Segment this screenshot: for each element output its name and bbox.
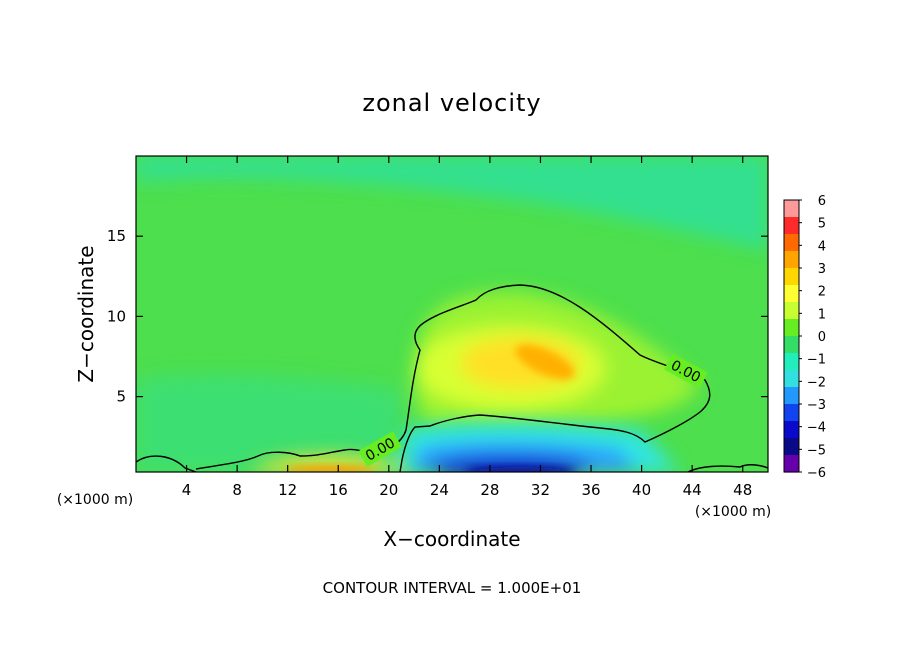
x-axis-label: X−coordinate xyxy=(383,527,520,551)
near-surface-positive-core xyxy=(285,466,375,472)
colorbar-swatch xyxy=(784,234,799,252)
colorbar-swatch xyxy=(784,370,799,388)
y-tick-label: 10 xyxy=(107,307,126,325)
colorbar-swatch xyxy=(784,336,799,354)
x-tick-label: 24 xyxy=(430,481,449,499)
zero-contour-main xyxy=(136,284,711,472)
colorbar-label: 4 xyxy=(818,239,826,254)
positive-core xyxy=(515,344,575,380)
colorbar-label: 1 xyxy=(818,307,826,322)
colorbar-swatch xyxy=(784,353,799,371)
colorbar-label: 0 xyxy=(818,330,826,345)
x-tick-label: 12 xyxy=(278,481,297,499)
colorbar-swatch xyxy=(784,438,799,456)
colorbar-swatch xyxy=(784,251,799,269)
negative-jet-bottom xyxy=(465,467,575,472)
colorbar-label: −6 xyxy=(807,466,826,481)
x-tick-label: 32 xyxy=(531,481,550,499)
chart-title: zonal velocity xyxy=(362,89,541,117)
x-tick-label: 8 xyxy=(232,481,242,499)
colorbar-swatch xyxy=(784,404,799,422)
colorbar-label: −3 xyxy=(807,398,826,413)
colorbar-swatch xyxy=(784,421,799,439)
colorbar-label: 2 xyxy=(818,285,826,300)
x-tick-label: 28 xyxy=(480,481,499,499)
colorbar-label: −5 xyxy=(807,443,826,458)
heatmap-field xyxy=(136,156,768,472)
x-unit-left: (×1000 m) xyxy=(57,492,133,508)
x-tick-label: 48 xyxy=(733,481,752,499)
colorbar-swatch xyxy=(784,387,799,405)
colorbar-label: 6 xyxy=(818,194,826,209)
contour-interval-note: CONTOUR INTERVAL = 1.000E+01 xyxy=(323,579,582,597)
plot-frame xyxy=(135,155,769,473)
upper-negative-region xyxy=(136,156,768,250)
colorbar-swatch xyxy=(784,302,799,320)
colorbar-label: −4 xyxy=(807,421,826,436)
lower-left-region xyxy=(136,374,400,472)
x-tick-label: 16 xyxy=(329,481,348,499)
x-tick-label: 40 xyxy=(632,481,651,499)
x-tick-label: 4 xyxy=(182,481,192,499)
y-tick-label: 5 xyxy=(116,388,126,406)
x-tick-label: 36 xyxy=(581,481,600,499)
zero-contour-right-bottom xyxy=(687,464,768,472)
x-tick-label: 44 xyxy=(683,481,702,499)
colorbar-swatch xyxy=(784,268,799,286)
y-tick-label: 15 xyxy=(107,227,126,245)
colorbar-label: −2 xyxy=(807,375,826,390)
colorbar-label: 3 xyxy=(818,262,826,277)
x-unit-right: (×1000 m) xyxy=(695,504,771,520)
colorbar-swatch xyxy=(784,319,799,337)
colorbar-swatch xyxy=(784,200,799,218)
colorbar-label: −1 xyxy=(807,353,826,368)
y-axis-label: Z−coordinate xyxy=(74,245,98,382)
colorbar-label: 5 xyxy=(818,217,826,232)
colorbar-swatch xyxy=(784,285,799,303)
colorbar: 6 5 4 3 2 1 0 −1 −2 −3 −4 −5 −6 xyxy=(783,194,826,481)
colorbar-swatch xyxy=(784,217,799,235)
colorbar-swatch xyxy=(784,455,799,473)
x-tick-label: 20 xyxy=(379,481,398,499)
